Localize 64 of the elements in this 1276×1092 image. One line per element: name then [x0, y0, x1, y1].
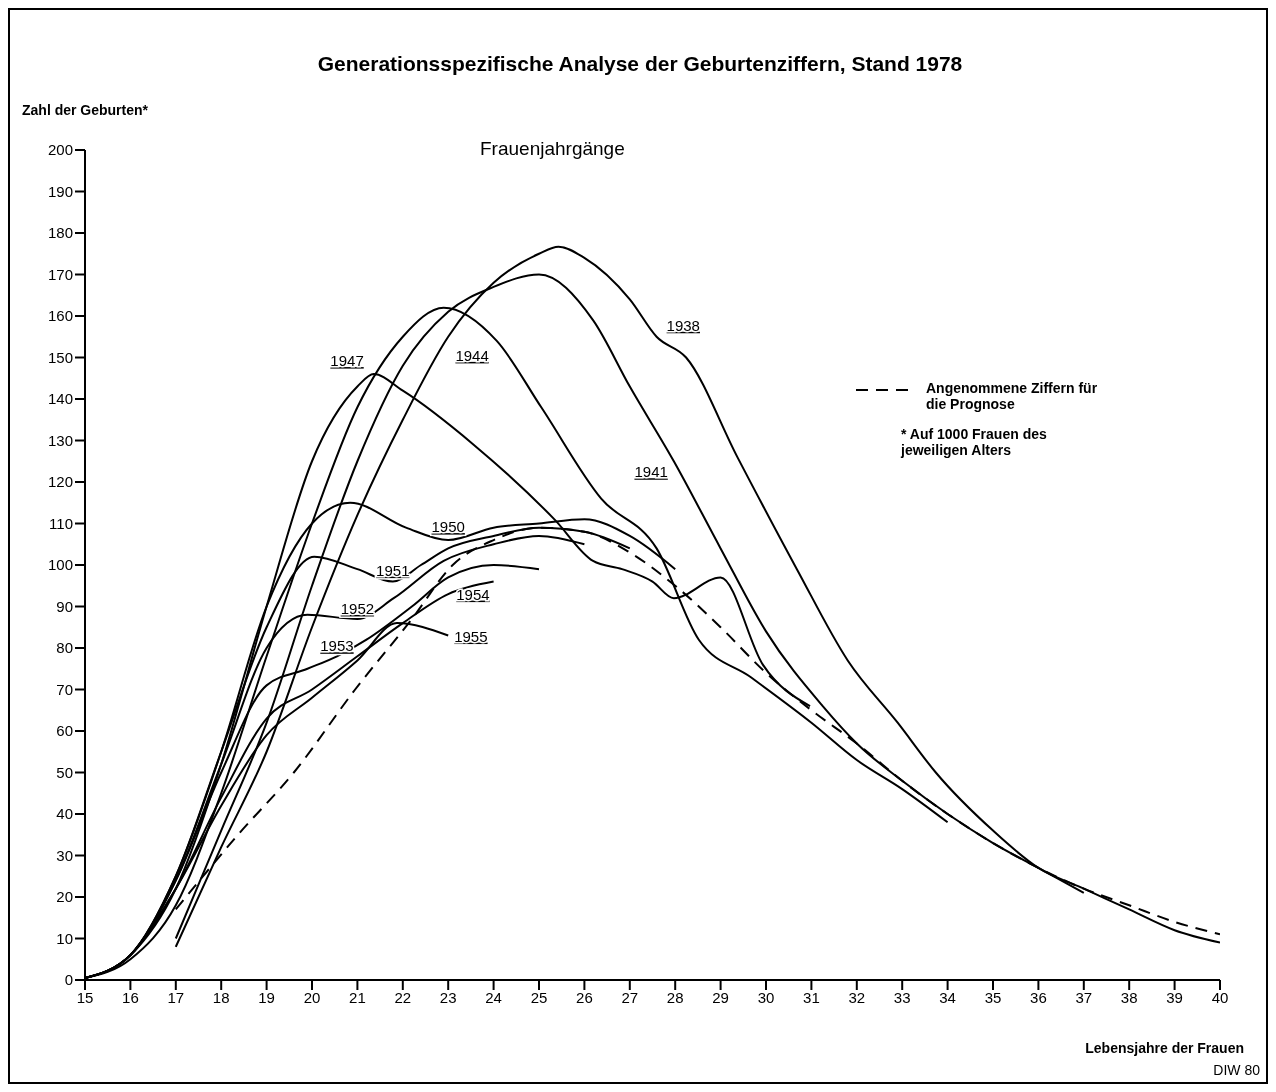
x-tick-label: 19 — [258, 988, 275, 1006]
x-tick-label: 23 — [439, 988, 457, 1006]
x-tick-label: 25 — [530, 988, 548, 1006]
series-label: 1938 — [666, 316, 700, 334]
y-tick-label: 100 — [47, 556, 73, 574]
x-tick-label: 28 — [666, 988, 684, 1006]
y-tick-label: 0 — [64, 971, 73, 989]
x-tick-label: 20 — [303, 988, 321, 1006]
y-tick-label: 60 — [56, 722, 73, 740]
x-tick-label: 16 — [122, 988, 139, 1006]
x-tick-label: 31 — [803, 988, 820, 1006]
series-label: 1952 — [340, 599, 375, 617]
series-label: 1941 — [634, 463, 668, 481]
x-tick-label: 33 — [893, 988, 911, 1006]
x-tick-label: 26 — [576, 988, 593, 1006]
series-label: 1955 — [454, 627, 488, 645]
x-tick-label: 22 — [394, 988, 412, 1006]
x-tick-label: 21 — [349, 988, 366, 1006]
annotation: * Auf 1000 Frauen des jeweiligen Alters — [901, 426, 1048, 458]
x-tick-label: 38 — [1120, 988, 1138, 1006]
legend-label: Angenommene Ziffern für die Prognose — [926, 380, 1099, 412]
series-label: 1954 — [456, 585, 490, 603]
series-label: 1944 — [455, 346, 489, 364]
y-tick-label: 30 — [56, 846, 73, 864]
y-tick-label: 90 — [56, 597, 73, 615]
y-tick-label: 70 — [56, 680, 73, 698]
y-tick-label: 40 — [56, 805, 73, 823]
x-tick-label: 36 — [1030, 988, 1047, 1006]
y-tick-label: 120 — [47, 473, 73, 491]
x-axis-title: Lebensjahre der Frauen — [1085, 1040, 1244, 1056]
x-tick-label: 15 — [76, 988, 94, 1006]
y-tick-label: 50 — [56, 763, 73, 781]
series-label: 1950 — [431, 518, 465, 536]
x-tick-label: 17 — [167, 988, 185, 1006]
series-label: 1953 — [320, 637, 354, 655]
x-tick-label: 39 — [1166, 988, 1183, 1006]
x-tick-label: 40 — [1211, 988, 1229, 1006]
y-tick-label: 130 — [47, 431, 73, 449]
legend-title: Frauenjahrgänge — [480, 138, 625, 160]
y-tick-label: 110 — [49, 514, 73, 532]
y-tick-label: 20 — [56, 888, 73, 906]
chart-title: Generationsspezifische Analyse der Geburtenziffern, Stand 1978 — [316, 52, 964, 76]
x-tick-label: 32 — [848, 988, 866, 1006]
x-tick-label: 37 — [1075, 988, 1093, 1006]
x-tick-label: 30 — [757, 988, 775, 1006]
y-tick-label: 150 — [47, 348, 73, 366]
y-tick-label: 160 — [47, 307, 73, 325]
y-tick-label: 190 — [47, 182, 73, 200]
y-tick-label: 140 — [47, 390, 73, 408]
x-tick-label: 27 — [621, 988, 639, 1006]
y-tick-label: 200 — [47, 141, 73, 159]
x-tick-label: 29 — [712, 988, 729, 1006]
y-axis-title: Zahl der Geburten* — [22, 102, 149, 118]
x-tick-label: 34 — [939, 988, 956, 1006]
x-tick-label: 18 — [212, 988, 230, 1006]
x-tick-label: 24 — [485, 988, 502, 1006]
y-tick-label: 10 — [56, 929, 73, 947]
text: DIW 80 — [1213, 1062, 1260, 1078]
y-tick-label: 180 — [47, 224, 73, 242]
series-label: 1947 — [330, 352, 364, 370]
y-tick-label: 80 — [56, 639, 73, 657]
series-label: 1951 — [376, 561, 410, 579]
y-tick-label: 170 — [47, 265, 73, 283]
x-tick-label: 35 — [984, 988, 1002, 1006]
